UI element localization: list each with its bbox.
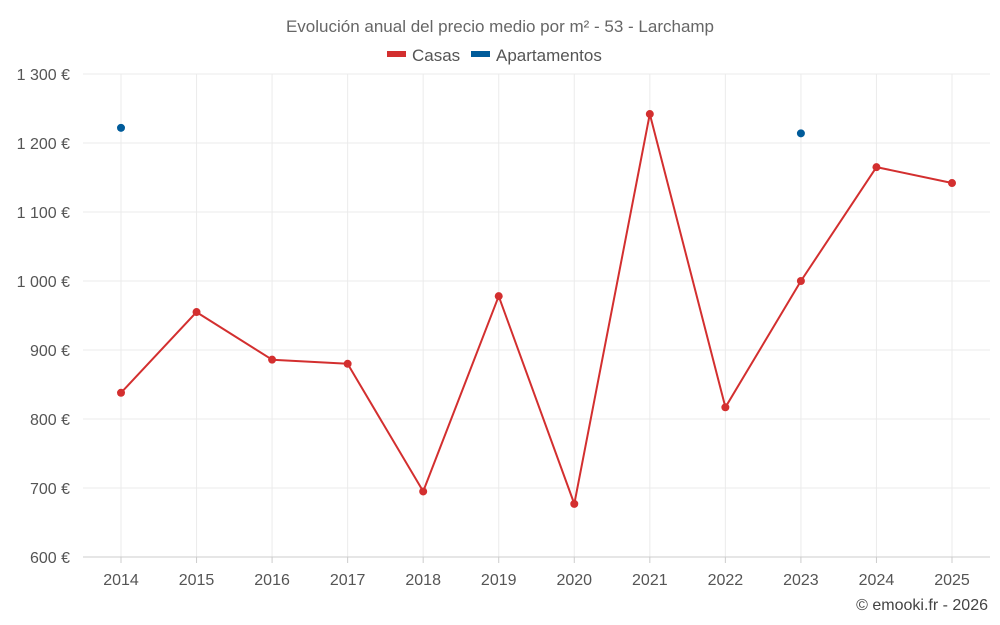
data-point-casas-2018 xyxy=(419,487,428,496)
legend-swatch-casas xyxy=(387,51,406,57)
data-point-casas-2016 xyxy=(268,355,277,364)
x-tick-label: 2015 xyxy=(179,572,215,589)
data-point-casas-2019 xyxy=(494,292,503,301)
y-tick-label: 900 € xyxy=(30,343,70,360)
credit-text: © emooki.fr - 2026 xyxy=(856,597,988,614)
data-point-apartamentos-2023 xyxy=(796,129,805,138)
grid xyxy=(83,73,990,557)
y-tick-label: 700 € xyxy=(30,481,70,498)
data-point-apartamentos-2014 xyxy=(117,123,125,132)
x-tick-label: 2016 xyxy=(254,572,290,589)
legend-label-apartamentos: Apartamentos xyxy=(496,46,602,65)
chart-title: Evolución anual del precio medio por m² … xyxy=(286,17,714,36)
legend-label-casas: Casas xyxy=(412,46,460,65)
x-tick-label: 2025 xyxy=(934,572,970,589)
legend-item-casas[interactable]: Casas xyxy=(387,46,460,65)
data-point-casas-2020 xyxy=(570,499,579,508)
y-tick-label: 1 000 € xyxy=(17,274,70,291)
x-tick-label: 2014 xyxy=(103,572,139,589)
x-tick-label: 2018 xyxy=(405,572,441,589)
data-point-casas-2025 xyxy=(948,179,956,188)
x-tick-label: 2019 xyxy=(481,572,517,589)
y-tick-label: 600 € xyxy=(30,550,70,567)
legend-item-apartamentos[interactable]: Apartamentos xyxy=(471,46,602,65)
data-point-casas-2022 xyxy=(721,403,730,412)
series-line-casas xyxy=(120,113,953,505)
x-tick-label: 2017 xyxy=(330,572,366,589)
data-point-casas-2021 xyxy=(645,110,654,119)
legend: Casas Apartamentos xyxy=(387,46,602,65)
series xyxy=(117,110,956,508)
legend-swatch-apartamentos xyxy=(471,51,490,57)
y-tick-label: 1 100 € xyxy=(17,205,70,222)
y-tick-label: 1 200 € xyxy=(17,136,70,153)
x-tick-label: 2024 xyxy=(859,572,895,589)
x-tick-label: 2023 xyxy=(783,572,819,589)
y-tick-label: 800 € xyxy=(30,412,70,429)
data-point-casas-2023 xyxy=(796,277,805,285)
x-tick-label: 2021 xyxy=(632,572,668,589)
data-point-casas-2014 xyxy=(117,388,125,397)
x-tick-label: 2022 xyxy=(708,572,744,589)
data-point-casas-2024 xyxy=(872,163,881,172)
axes: 600 € 700 € 800 € 900 € 1 000 € 1 100 € 1 200 … xyxy=(17,67,990,589)
data-point-casas-2015 xyxy=(192,308,201,317)
data-point-casas-2017 xyxy=(343,359,352,368)
x-tick-label: 2020 xyxy=(556,572,592,589)
y-tick-label: 1 300 € xyxy=(17,67,70,84)
